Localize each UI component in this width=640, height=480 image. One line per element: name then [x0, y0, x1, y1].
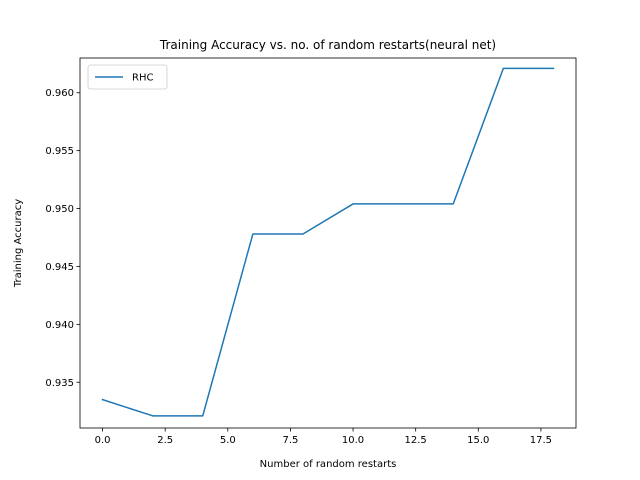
plot-area: 0.0 2.5 5.0 7.5 10.0 12.5 15.0 17.5 0.935 0.940 0.…	[45, 57, 577, 446]
y-tick-label: 0.955	[45, 146, 74, 157]
x-tick-label: 7.5	[282, 435, 298, 446]
y-tick-label: 0.960	[45, 88, 74, 99]
x-axis-label: Number of random restarts	[260, 459, 397, 470]
legend-box	[87, 64, 168, 90]
x-tick-label: 10.0	[342, 435, 364, 446]
x-tick-label: 5.0	[220, 435, 236, 446]
axes-frame	[79, 57, 577, 429]
y-tick-label: 0.940	[45, 320, 74, 331]
y-tick-label: 0.945	[45, 262, 74, 273]
x-tick-label: 0.0	[95, 435, 111, 446]
y-tick-label: 0.950	[45, 204, 74, 215]
y-axis-label: Training Accuracy	[13, 199, 24, 288]
x-tick-label: 17.5	[530, 435, 552, 446]
legend: RHC	[87, 64, 168, 90]
series-line-rhc	[101, 67, 555, 417]
x-tick-label: 12.5	[405, 435, 427, 446]
x-tick-label: 2.5	[157, 435, 173, 446]
chart-title: Training Accuracy vs. no. of random rest…	[159, 38, 496, 52]
y-tick-label: 0.935	[45, 378, 74, 389]
x-tick-label: 15.0	[467, 435, 489, 446]
legend-label-rhc: RHC	[132, 73, 153, 84]
